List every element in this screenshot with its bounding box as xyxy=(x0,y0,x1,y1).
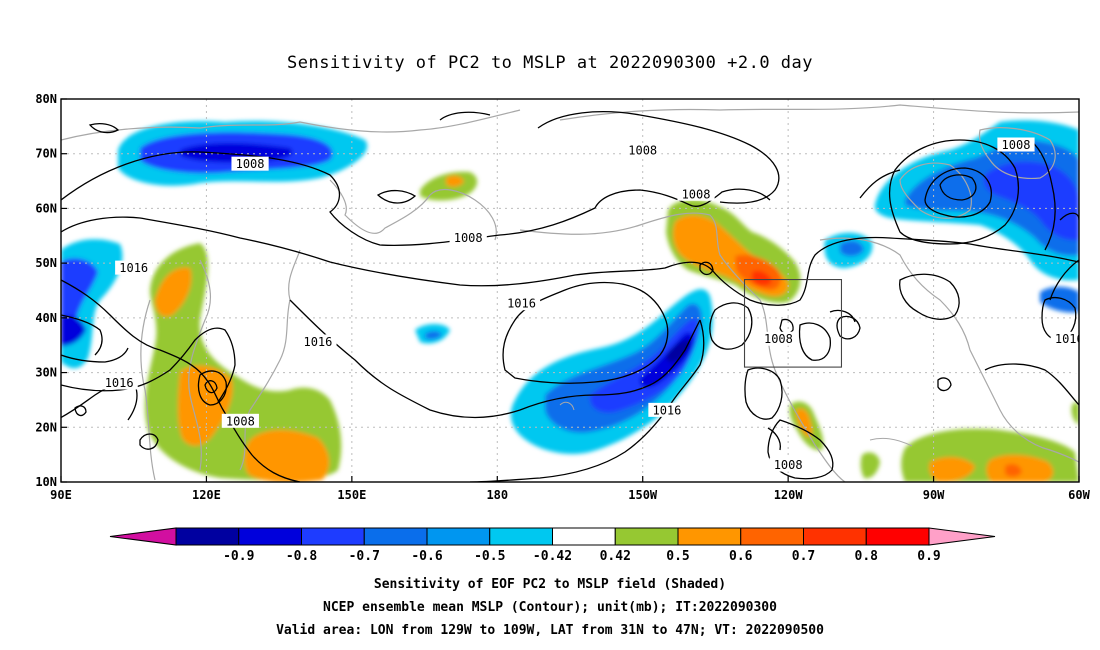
lat-tick-label: 40N xyxy=(35,311,57,325)
lon-tick-label: 90W xyxy=(923,488,945,502)
colorbar-label: -0.9 xyxy=(223,549,254,564)
contour-label-bg xyxy=(231,156,269,171)
colorbar-high-triangle xyxy=(928,527,996,546)
lat-tick-label: 50N xyxy=(35,256,57,270)
contour-label: 1008 xyxy=(236,157,265,171)
contour-label: 1016 xyxy=(1055,332,1084,346)
contour-label-bg xyxy=(502,296,541,311)
colorbar-label: 0.8 xyxy=(855,549,879,564)
contour-label: 1008 xyxy=(1002,138,1031,152)
colorbar: -0.9 -0.8 -0.7 -0.6 -0.5 -0.42 0.42 0.5 0.6 0.7 0.… xyxy=(109,527,996,564)
contour-label-bg xyxy=(449,230,487,245)
map-frame xyxy=(60,98,1080,483)
colorbar-label: 0.9 xyxy=(917,549,940,564)
contour-label: 1008 xyxy=(226,414,255,428)
colorbar-box xyxy=(740,527,804,546)
lon-tick-label: 120W xyxy=(774,488,804,502)
contour-label-bg xyxy=(759,331,798,346)
contour-label: 1016 xyxy=(652,403,681,417)
contour-label-bg xyxy=(221,413,259,428)
sensitivity-shading xyxy=(61,120,1079,482)
colorbar-box xyxy=(301,527,365,546)
colorbar-label: 0.7 xyxy=(792,549,815,564)
lon-tick-label: 150W xyxy=(628,488,658,502)
contour-label-bg xyxy=(1085,252,1100,266)
coastlines xyxy=(61,104,1079,482)
contour-label-bg xyxy=(100,375,138,390)
contour-label: 1008 xyxy=(454,231,483,245)
contour-label: 1008 xyxy=(774,458,803,472)
contour-label: 1016 xyxy=(119,261,148,275)
contour-label: 1016 xyxy=(105,376,134,390)
footer-line-1: Sensitivity of EOF PC2 to MSLP field (Sh… xyxy=(374,577,726,592)
colorbar-box xyxy=(552,527,616,546)
colorbar-box xyxy=(238,527,302,546)
contour-label: 1008 xyxy=(764,332,793,346)
lon-tick-label: 90E xyxy=(50,488,72,502)
contour-label-bg xyxy=(115,260,153,275)
lon-tick-label: 150E xyxy=(337,488,366,502)
lat-tick-label: 60N xyxy=(35,201,57,215)
contour-label-bg xyxy=(769,457,807,472)
colorbar-label: -0.6 xyxy=(411,549,442,564)
footer-line-3: Valid area: LON from 129W to 109W, LAT f… xyxy=(276,623,824,638)
colorbar-label: 0.42 xyxy=(600,549,631,564)
colorbar-box xyxy=(614,527,679,546)
lat-tick-label: 70N xyxy=(35,147,57,161)
colorbar-box xyxy=(489,527,553,546)
colorbar-box xyxy=(363,527,428,546)
contour-label-bg xyxy=(1074,359,1079,374)
contour-label-bg xyxy=(1050,331,1079,346)
colorbar-label: -0.42 xyxy=(533,549,572,564)
contour-label-bg xyxy=(997,137,1035,152)
colorbar-label: -0.8 xyxy=(286,549,317,564)
colorbar-box xyxy=(803,527,867,546)
colorbar-low-triangle xyxy=(109,527,177,546)
lat-tick-label: 80N xyxy=(35,92,57,106)
colorbar-box xyxy=(175,527,240,546)
contour-label-bg xyxy=(624,142,662,157)
colorbar-label: -0.7 xyxy=(349,549,380,564)
colorbar-label: 0.5 xyxy=(666,549,689,564)
axis-ticks: 90E 120E 150E 180 150W 120W 90W 60W 10N 20N 30N 40N… xyxy=(35,92,1090,502)
colorbar-box xyxy=(865,527,930,546)
valid-area-box xyxy=(743,279,843,368)
contour-label: 1008 xyxy=(628,143,657,157)
colorbar-box xyxy=(426,527,491,546)
colorbar-label: -0.5 xyxy=(474,549,505,564)
colorbar-box xyxy=(677,527,742,546)
footer-line-2: NCEP ensemble mean MSLP (Contour); unit(… xyxy=(323,600,777,615)
lon-tick-label: 120E xyxy=(192,488,221,502)
contour-labels: 1008 1008 1008 1008 1008 1016 1016 1016 1016 1016… xyxy=(100,137,1100,472)
colorbar-label: 0.6 xyxy=(729,549,753,564)
contour-label: 1008 xyxy=(682,187,711,201)
contour-label: 1016 xyxy=(303,335,332,349)
contour-label: 1016 xyxy=(1079,360,1100,374)
contour-label: 1016 xyxy=(1089,253,1100,267)
lon-tick-label: 60W xyxy=(1068,488,1090,502)
map-area: 1008 1008 1008 1008 1008 1016 1016 1016 1016 1016… xyxy=(61,99,1100,482)
figure-title: Sensitivity of PC2 to MSLP at 2022090300… xyxy=(287,53,813,73)
lat-tick-label: 10N xyxy=(35,475,57,489)
contour-label-bg xyxy=(677,186,715,201)
contour-label-bg xyxy=(648,402,686,417)
lat-tick-label: 30N xyxy=(35,366,57,380)
contour-label: 1016 xyxy=(507,297,536,311)
lon-tick-label: 180 xyxy=(486,488,508,502)
lat-tick-label: 20N xyxy=(35,420,57,434)
contour-label-bg xyxy=(299,334,337,349)
